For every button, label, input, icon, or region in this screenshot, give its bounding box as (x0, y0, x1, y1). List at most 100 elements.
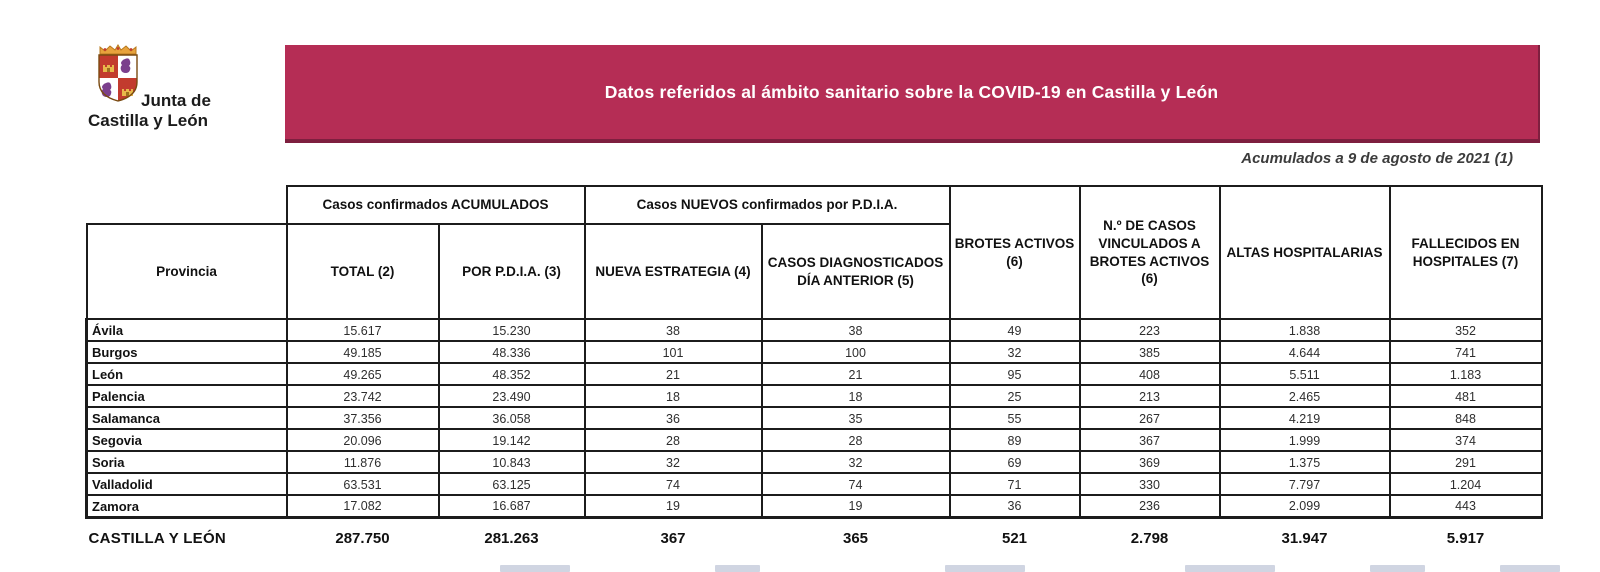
total-value: 287.750 (335, 529, 390, 547)
cutoff-fragment (945, 565, 1025, 572)
value-cell: 267 (1078, 406, 1221, 430)
value-cell: 101 (583, 340, 763, 364)
value-cell: 15.617 (285, 318, 440, 342)
value-cell: 236 (1078, 494, 1221, 519)
value-cell: 352 (1388, 318, 1543, 342)
province-cell: Soria (85, 450, 288, 474)
value-cell: 385 (1078, 340, 1221, 364)
value-cell: 55 (948, 406, 1081, 430)
value-cell: 21 (760, 362, 951, 386)
value-cell: 443 (1388, 494, 1543, 519)
province-cell: León (85, 362, 288, 386)
value-cell: 16.687 (437, 494, 586, 519)
table-row: Valladolid 63.531 63.125 74 74 71 330 7.797 1.20… (85, 472, 1543, 496)
value-cell: 1.183 (1388, 362, 1543, 386)
value-cell: 1.204 (1388, 472, 1543, 496)
empty-corner-cell (87, 186, 287, 224)
value-cell: 374 (1388, 428, 1543, 452)
table-body: Ávila 15.617 15.230 38 38 49 223 1.838 352 Burgos… (85, 318, 1543, 519)
total-value: 521 (1001, 529, 1028, 547)
value-cell: 4.219 (1218, 406, 1391, 430)
value-cell: 223 (1078, 318, 1221, 342)
value-cell: 1.375 (1218, 450, 1391, 474)
total-value: 281.263 (484, 529, 539, 547)
value-cell: 74 (760, 472, 951, 496)
province-cell: Zamora (85, 494, 288, 519)
value-cell: 2.465 (1218, 384, 1391, 408)
covid-data-table: Casos confirmados ACUMULADOS Casos NUEVO… (85, 185, 1543, 549)
value-cell: 32 (948, 340, 1081, 364)
value-cell: 741 (1388, 340, 1543, 364)
logo-text-line2: Castilla y León (88, 111, 208, 130)
value-cell: 36 (583, 406, 763, 430)
value-cell: 19 (760, 494, 951, 519)
total-value: 31.947 (1281, 529, 1328, 547)
province-cell: Salamanca (85, 406, 288, 430)
cutoff-fragment (715, 565, 760, 572)
value-cell: 49.265 (285, 362, 440, 386)
header-fallecidos: FALLECIDOS EN HOSPITALES (7) (1388, 185, 1543, 320)
value-cell: 291 (1388, 450, 1543, 474)
value-cell: 95 (948, 362, 1081, 386)
value-cell: 74 (583, 472, 763, 496)
header-casos-diagnosticados: CASOS DIAGNOSTICADOS DÍA ANTERIOR (5) (760, 223, 951, 320)
table-row: Palencia 23.742 23.490 18 18 25 213 2.465 481 (85, 384, 1543, 408)
total-label: CASTILLA Y LEÓN (88, 529, 227, 547)
header-altas-hospitalarias: ALTAS HOSPITALARIAS (1218, 185, 1391, 320)
table-row: Segovia 20.096 19.142 28 28 89 367 1.999 374 (85, 428, 1543, 452)
total-value: 2.798 (1130, 529, 1169, 547)
value-cell: 49.185 (285, 340, 440, 364)
header-vinculados-brotes: N.º DE CASOS VINCULADOS A BROTES ACTIVOS… (1078, 185, 1221, 320)
total-value: 5.917 (1446, 529, 1485, 547)
value-cell: 23.490 (437, 384, 586, 408)
province-cell: Burgos (85, 340, 288, 364)
province-cell: Valladolid (85, 472, 288, 496)
junta-logo: Junta de Castilla y León (88, 44, 248, 139)
value-cell: 36.058 (437, 406, 586, 430)
value-cell: 848 (1388, 406, 1543, 430)
value-cell: 20.096 (285, 428, 440, 452)
total-value: 367 (660, 529, 686, 547)
table-row: Salamanca 37.356 36.058 36 35 55 267 4.219 848 (85, 406, 1543, 430)
value-cell: 28 (583, 428, 763, 452)
value-cell: 49 (948, 318, 1081, 342)
header-brotes-activos: BROTES ACTIVOS (6) (948, 185, 1081, 320)
table-row: Ávila 15.617 15.230 38 38 49 223 1.838 352 (85, 318, 1543, 342)
sub-header-row: Provincia TOTAL (2) POR P.D.I.A. (3) NUE… (85, 223, 1542, 320)
value-cell: 63.531 (285, 472, 440, 496)
province-cell: Ávila (85, 318, 288, 342)
value-cell: 28 (760, 428, 951, 452)
value-cell: 5.511 (1218, 362, 1391, 386)
value-cell: 38 (760, 318, 951, 342)
cutoff-fragment (500, 565, 570, 572)
value-cell: 1.838 (1218, 318, 1391, 342)
value-cell: 18 (760, 384, 951, 408)
value-cell: 48.336 (437, 340, 586, 364)
value-cell: 32 (760, 450, 951, 474)
header-casos-acumulados: Casos confirmados ACUMULADOS (285, 185, 586, 225)
cutoff-fragment (1500, 565, 1560, 572)
total-value: 365 (842, 529, 869, 547)
value-cell: 21 (583, 362, 763, 386)
cutoff-fragment (1185, 565, 1275, 572)
value-cell: 2.099 (1218, 494, 1391, 519)
logo-text-line1: Junta de (141, 91, 211, 110)
value-cell: 25 (948, 384, 1081, 408)
title-banner: Datos referidos al ámbito sanitario sobr… (285, 45, 1540, 143)
province-cell: Palencia (85, 384, 288, 408)
value-cell: 37.356 (285, 406, 440, 430)
value-cell: 35 (760, 406, 951, 430)
value-cell: 100 (760, 340, 951, 364)
value-cell: 23.742 (285, 384, 440, 408)
date-note: Acumulados a 9 de agosto de 2021 (1) (1241, 150, 1513, 167)
value-cell: 481 (1388, 384, 1543, 408)
table-row: Zamora 17.082 16.687 19 19 36 236 2.099 443 (85, 494, 1543, 519)
cutoff-fragment (1370, 565, 1425, 572)
coat-of-arms-icon (98, 44, 138, 102)
value-cell: 213 (1078, 384, 1221, 408)
value-cell: 71 (948, 472, 1081, 496)
group-header-row: Casos confirmados ACUMULADOS Casos NUEVO… (87, 185, 1543, 320)
value-cell: 18 (583, 384, 763, 408)
value-cell: 19 (583, 494, 763, 519)
